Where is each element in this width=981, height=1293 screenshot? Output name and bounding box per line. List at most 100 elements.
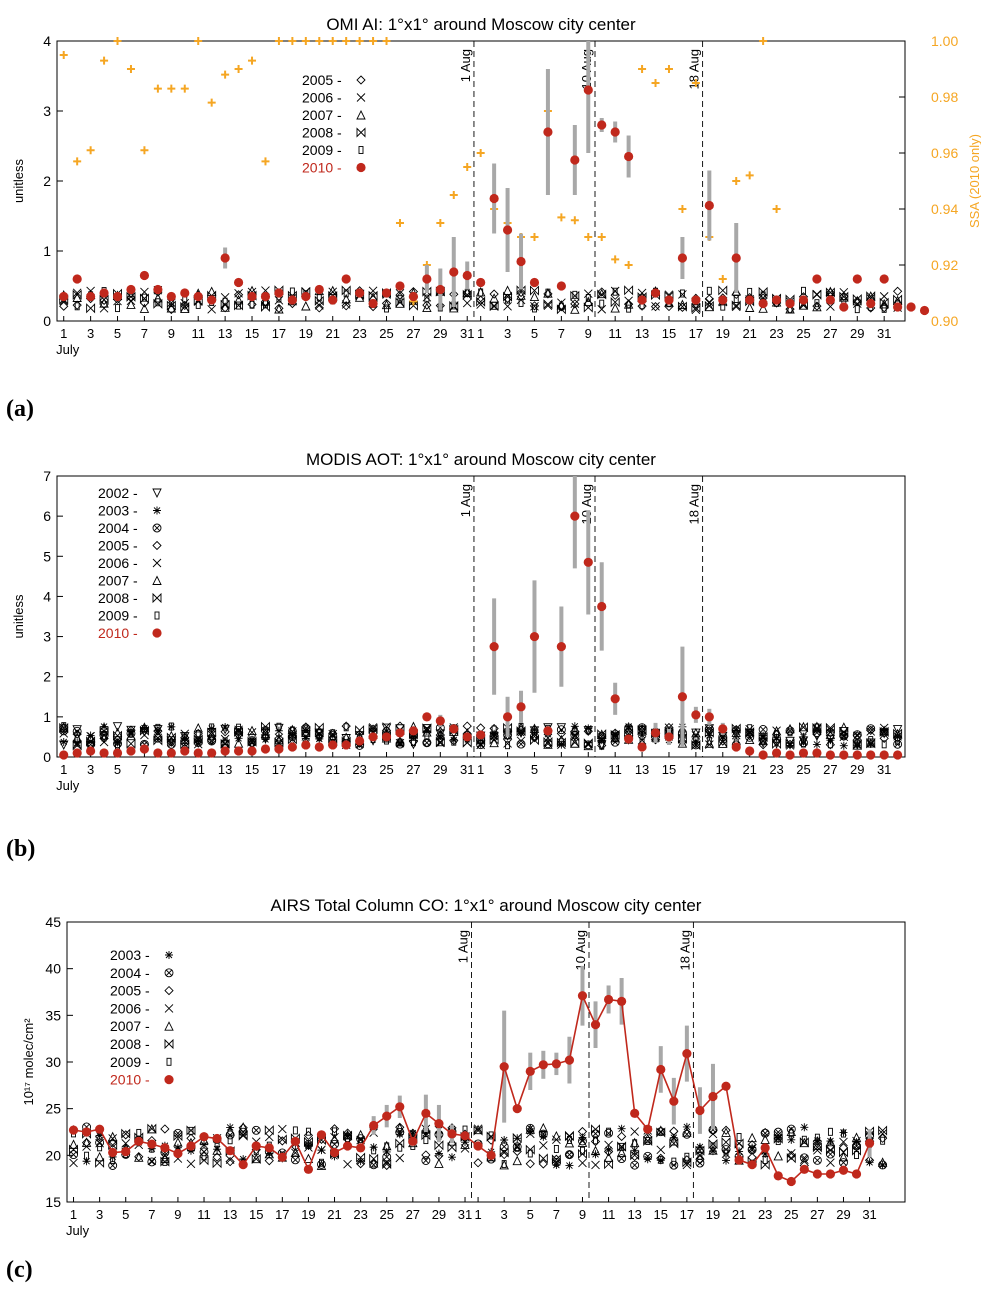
background-year-marker — [421, 1156, 431, 1165]
background-year-marker — [599, 299, 605, 308]
background-year-marker — [290, 1155, 300, 1165]
series-2010-point — [81, 1127, 92, 1137]
series-2010-point — [512, 1104, 522, 1114]
background-year-marker-x — [631, 1162, 638, 1169]
x-tick-label: 31 — [460, 326, 474, 341]
background-year-marker — [881, 740, 887, 749]
x-tick-label: 27 — [823, 326, 837, 341]
background-year-marker — [530, 302, 539, 311]
background-year-marker — [556, 304, 566, 315]
background-year-marker — [489, 734, 499, 745]
background-year-marker — [460, 1139, 470, 1149]
series-2010-point — [355, 288, 365, 298]
series-2010-point — [126, 284, 136, 295]
series-2010-point — [543, 127, 553, 137]
background-year-marker — [315, 734, 324, 743]
background-year-marker — [136, 1128, 142, 1137]
background-year-marker — [878, 1129, 887, 1138]
background-year-marker — [556, 737, 566, 748]
background-year-marker — [473, 1158, 483, 1168]
background-year-marker — [734, 1138, 744, 1149]
background-year-marker — [212, 1158, 222, 1169]
legend-symbol — [356, 75, 366, 85]
x-tick-label: 23 — [758, 1207, 772, 1222]
background-year-marker — [247, 728, 257, 737]
background-year-marker — [744, 734, 755, 744]
ssa-marker — [261, 157, 270, 166]
series-2010-point — [785, 298, 795, 309]
series-2010-point — [760, 1143, 770, 1153]
background-year-marker — [195, 300, 201, 309]
background-year-marker — [851, 1132, 862, 1142]
background-year-marker — [100, 722, 109, 731]
background-year-marker — [160, 1124, 170, 1134]
legend-label: 2005 - — [98, 538, 138, 554]
background-year-marker — [153, 292, 163, 303]
background-year-marker — [868, 736, 874, 745]
background-year-marker — [126, 738, 136, 749]
x-tick-label: 25 — [796, 762, 810, 777]
series-2010-point — [108, 1147, 118, 1158]
background-year-marker — [721, 1125, 731, 1135]
background-year-marker — [476, 296, 486, 307]
y-tick-label: 4 — [43, 588, 51, 604]
background-year-marker — [604, 1145, 613, 1154]
series-2010-point — [718, 724, 728, 734]
background-year-marker — [343, 1130, 353, 1141]
background-year-marker — [499, 1147, 509, 1158]
background-year-marker — [167, 722, 176, 731]
background-year-marker — [827, 740, 833, 749]
background-year-marker — [503, 739, 512, 748]
background-year-marker — [462, 288, 472, 298]
background-year-marker — [760, 291, 766, 300]
background-year-marker — [529, 723, 540, 733]
background-year-marker — [650, 735, 661, 745]
background-year-marker — [395, 289, 405, 298]
series-2010-point — [529, 631, 540, 642]
background-year-marker — [488, 1131, 494, 1140]
background-year-marker — [491, 301, 497, 310]
background-year-marker — [395, 738, 404, 747]
x-tick-label: 9 — [585, 326, 592, 341]
background-year-marker — [155, 723, 161, 732]
background-year-marker — [852, 293, 862, 305]
series-2010-point — [798, 748, 809, 758]
background-year-marker — [409, 732, 418, 741]
background-year-marker-x — [585, 741, 592, 748]
background-year-marker-x — [760, 726, 767, 733]
background-year-marker — [490, 729, 499, 738]
panel-label-a: (a) — [6, 396, 34, 422]
background-year-marker — [812, 740, 821, 749]
x-tick-label: 21 — [325, 762, 339, 777]
background-year-marker — [852, 731, 862, 741]
background-year-marker — [292, 1126, 298, 1135]
ssa-marker — [113, 37, 122, 45]
background-year-marker — [658, 1155, 664, 1164]
background-year-marker — [879, 292, 889, 301]
series-2010-point — [812, 1169, 822, 1179]
background-year-marker — [384, 304, 389, 313]
ssa-marker — [759, 37, 768, 45]
background-year-marker — [704, 300, 714, 312]
x-tick-label: 25 — [379, 762, 393, 777]
ssa-marker — [221, 70, 230, 79]
background-year-marker — [630, 1127, 639, 1136]
series-2010-point — [260, 291, 271, 302]
series-2010-point — [597, 120, 607, 130]
series-2010-point — [277, 1152, 287, 1162]
background-year-marker — [813, 1145, 822, 1155]
legend-label: 2006 - — [110, 1000, 150, 1016]
series-2010-point — [637, 742, 647, 752]
background-year-marker — [624, 285, 634, 296]
x-tick-label: 7 — [558, 326, 565, 341]
x-tick-label: 1 — [477, 326, 484, 341]
background-year-marker — [206, 730, 217, 740]
background-year-marker — [590, 1136, 601, 1147]
background-year-marker — [213, 1145, 222, 1154]
plot-frame — [56, 475, 906, 758]
background-year-marker — [261, 301, 270, 312]
background-year-marker — [422, 738, 432, 748]
background-year-marker — [525, 1144, 535, 1155]
background-year-marker — [786, 1149, 796, 1158]
background-year-marker — [570, 737, 580, 748]
